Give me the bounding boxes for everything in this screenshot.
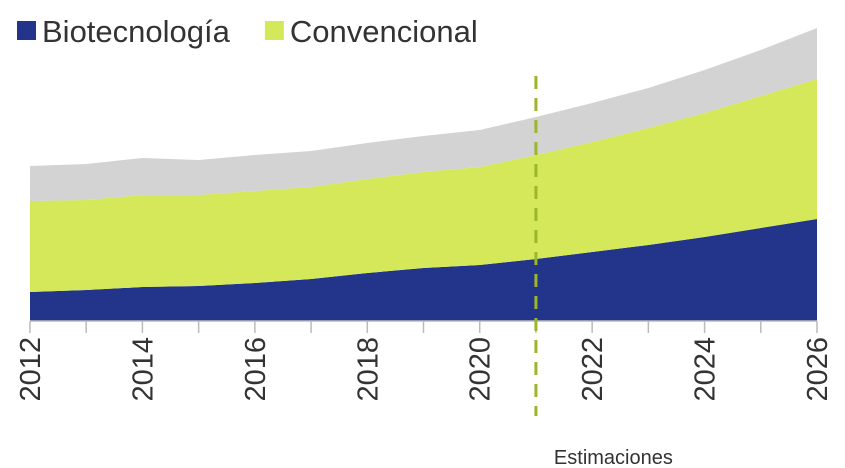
x-tick-label: 2014	[127, 337, 159, 402]
area	[30, 28, 817, 201]
legend-swatch	[17, 21, 36, 40]
legend-label: Biotecnología	[42, 14, 231, 49]
x-tick-label: 2026	[802, 337, 834, 402]
x-tick-label: 2012	[15, 337, 47, 402]
legend-label: Convencional	[290, 14, 478, 49]
annotation: Estimaciones	[554, 447, 673, 468]
area	[30, 79, 817, 292]
x-tick-label: 2022	[577, 337, 609, 402]
legend-swatch	[264, 21, 284, 40]
x-tick-label: 2024	[690, 337, 722, 402]
area	[30, 219, 817, 321]
x-tick-label: 2020	[465, 337, 497, 402]
x-tick-label: 2018	[352, 337, 384, 402]
x-tick-label: 2016	[240, 337, 272, 402]
